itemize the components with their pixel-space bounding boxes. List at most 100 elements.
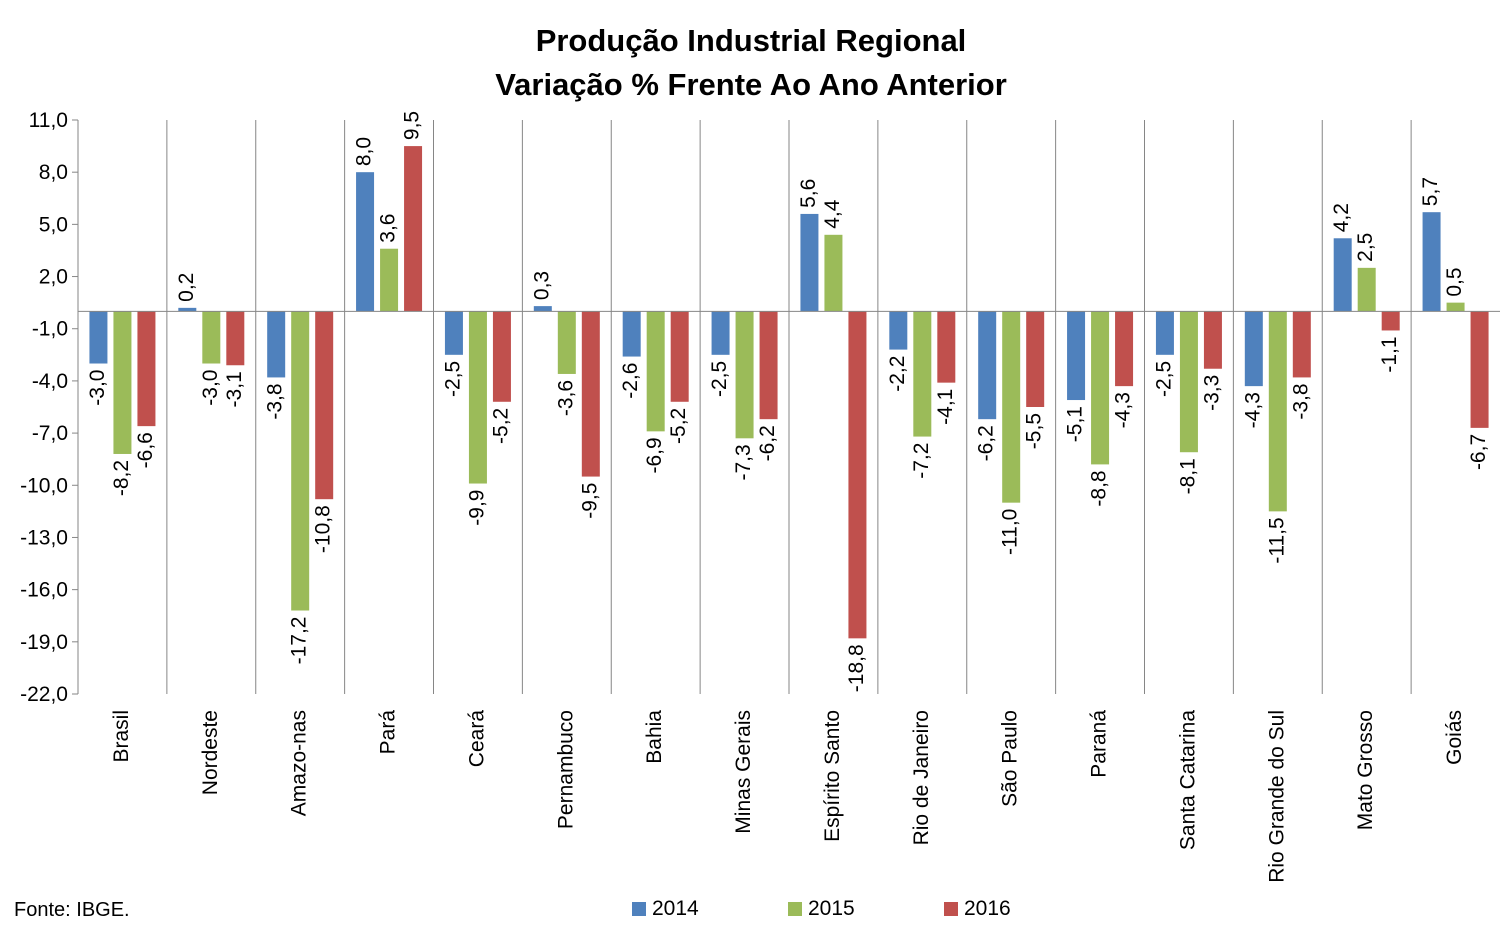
data-label-2016-13: -3,8	[1289, 383, 1312, 419]
data-label-2015-6: -6,9	[643, 437, 666, 473]
bar-2015-11	[1091, 311, 1110, 465]
data-label-2015-0: -8,2	[110, 460, 133, 496]
data-label-2014-10: -6,2	[975, 425, 998, 461]
bar-2016-11	[1115, 311, 1134, 387]
bar-2016-0	[137, 311, 156, 427]
legend-swatch-2014	[632, 902, 646, 916]
legend-swatch-2015	[788, 902, 802, 916]
data-label-2014-15: 5,7	[1419, 177, 1442, 206]
data-label-2015-9: -7,2	[910, 443, 933, 479]
data-label-2016-7: -6,2	[756, 425, 779, 461]
y-tick-label: 5,0	[39, 213, 68, 236]
category-label: Santa Catarina	[1176, 710, 1199, 850]
bar-2015-8	[824, 234, 843, 312]
category-label: Ceará	[465, 710, 488, 768]
bar-2015-12	[1179, 311, 1198, 453]
bar-2016-14	[1381, 311, 1400, 331]
data-label-2014-6: -2,6	[619, 363, 642, 399]
source-note: Fonte: IBGE.	[14, 899, 130, 921]
bar-2015-13	[1268, 311, 1287, 512]
category-label: Brasil	[110, 710, 133, 763]
bar-2015-1	[202, 311, 221, 364]
data-label-2014-9: -2,2	[886, 356, 909, 392]
bar-2014-5	[533, 306, 552, 312]
data-label-2016-11: -4,3	[1112, 392, 1135, 428]
data-label-2016-6: -5,2	[667, 408, 690, 444]
legend-item-2014: 2014	[632, 897, 699, 921]
data-label-2016-15: -6,7	[1467, 434, 1490, 470]
data-label-2016-2: -10,8	[312, 505, 335, 553]
data-label-2014-14: 4,2	[1330, 203, 1353, 232]
bar-2015-9	[913, 311, 932, 437]
bar-2014-11	[1067, 311, 1086, 401]
data-label-2016-4: -5,2	[489, 408, 512, 444]
data-label-2015-8: 4,4	[821, 199, 844, 229]
y-tick-label: -4,0	[32, 370, 68, 393]
data-label-2015-4: -9,9	[465, 490, 488, 526]
bar-2014-7	[711, 311, 730, 355]
category-label: Minas Gerais	[732, 710, 755, 834]
data-label-2016-12: -3,3	[1200, 375, 1223, 411]
data-label-2016-9: -4,1	[934, 389, 957, 425]
category-label: Espírito Santo	[821, 710, 844, 842]
legend-label-2016: 2016	[964, 897, 1011, 920]
y-tick-label: -10,0	[20, 474, 68, 497]
data-label-2016-14: -1,1	[1378, 336, 1401, 372]
data-label-2016-0: -6,6	[134, 432, 157, 468]
data-label-2015-7: -7,3	[732, 444, 755, 480]
bar-2016-2	[315, 311, 334, 500]
data-label-2015-10: -11,0	[999, 509, 1022, 555]
data-label-2016-3: 9,5	[401, 111, 424, 140]
bar-2014-10	[978, 311, 997, 420]
y-tick-label: -7,0	[32, 422, 68, 445]
bar-2015-4	[468, 311, 487, 484]
bar-2016-10	[1026, 311, 1045, 407]
bar-2016-15	[1470, 311, 1489, 428]
bar-2014-1	[178, 307, 197, 312]
bar-2014-12	[1155, 311, 1174, 355]
bar-2015-15	[1446, 302, 1465, 312]
data-label-2015-12: -8,1	[1176, 458, 1199, 494]
category-label: Paraná	[1088, 710, 1111, 778]
bar-2015-7	[735, 311, 754, 439]
data-label-2014-7: -2,5	[708, 361, 731, 397]
data-label-2015-14: 2,5	[1354, 233, 1377, 262]
data-label-2014-12: -2,5	[1152, 361, 1175, 397]
data-label-2015-13: -11,5	[1265, 517, 1288, 563]
category-label: Goiás	[1443, 710, 1466, 765]
y-tick-label: -22,0	[20, 683, 68, 706]
bar-2014-8	[800, 213, 819, 312]
data-label-2014-1: 0,2	[175, 273, 198, 302]
bar-2015-3	[380, 248, 399, 312]
bar-2016-6	[670, 311, 689, 402]
bar-2015-0	[113, 311, 132, 454]
y-tick-label: -19,0	[20, 631, 68, 654]
data-label-2015-15: 0,5	[1443, 267, 1466, 296]
data-label-2014-3: 8,0	[353, 137, 376, 166]
bar-2014-4	[444, 311, 463, 355]
legend-label-2014: 2014	[652, 897, 699, 920]
y-tick-label: 8,0	[39, 161, 68, 184]
category-label: São Paulo	[999, 710, 1022, 807]
data-label-2015-1: -3,0	[199, 370, 222, 406]
data-label-2015-5: -3,6	[554, 380, 577, 416]
category-label: Amazo-nas	[288, 710, 311, 816]
bar-2016-7	[759, 311, 778, 420]
data-label-2014-13: -4,3	[1241, 392, 1264, 428]
category-label: Bahia	[643, 710, 666, 764]
bar-2016-12	[1203, 311, 1222, 369]
data-label-2014-4: -2,5	[441, 361, 464, 397]
legend-label-2015: 2015	[808, 897, 855, 920]
bar-2014-2	[267, 311, 286, 378]
bar-2014-13	[1244, 311, 1263, 387]
bar-2016-9	[937, 311, 956, 383]
y-tick-label: 2,0	[39, 266, 68, 289]
data-label-2014-8: 5,6	[797, 179, 820, 208]
y-tick-label: -13,0	[20, 526, 68, 549]
category-label: Mato Grosso	[1354, 710, 1377, 830]
data-label-2015-11: -8,8	[1088, 470, 1111, 506]
bar-2015-10	[1002, 311, 1021, 503]
data-label-2015-3: 3,6	[377, 214, 400, 243]
data-label-2016-1: -3,1	[223, 371, 246, 407]
